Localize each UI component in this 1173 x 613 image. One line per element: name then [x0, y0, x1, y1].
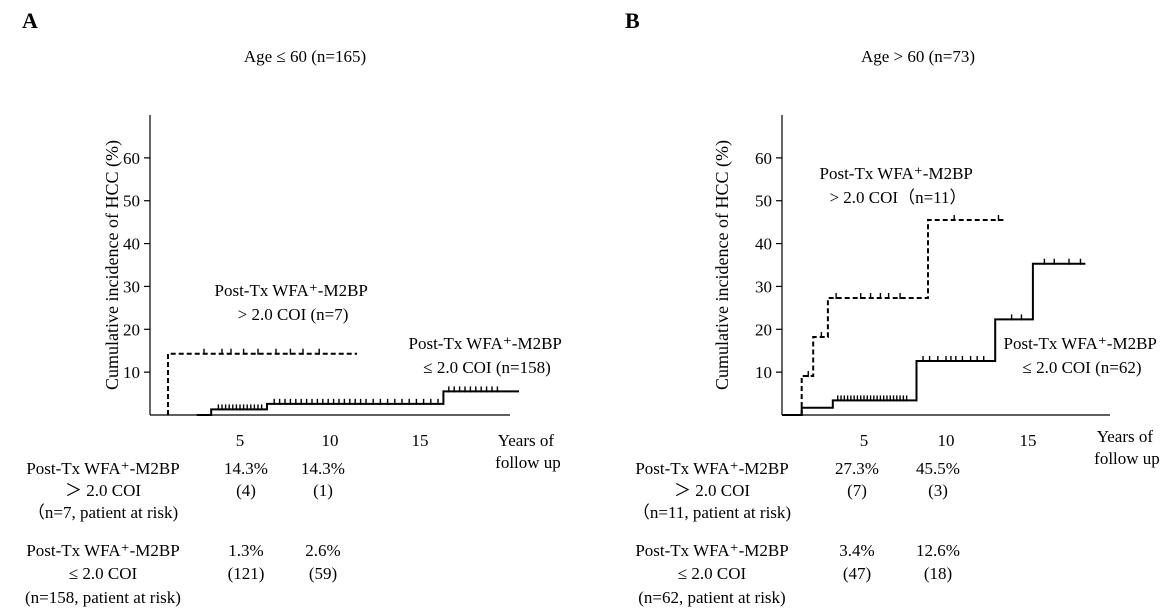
- panel-a-y-axis-label: Cumulative incidence of HCC (%): [102, 140, 123, 390]
- panel-a-title: Age ≤ 60 (n=165): [244, 47, 366, 66]
- panel-b-row-2-at-risk-1: (47): [843, 564, 871, 583]
- panel-a: A Age ≤ 60 (n=165) Cumulative incidence …: [22, 8, 566, 607]
- panel-b-y-tick-label: 30: [755, 277, 772, 296]
- panel-b-row-2-label-3: (n=62, patient at risk): [638, 588, 785, 607]
- panel-b-y-tick-label: 20: [755, 320, 772, 339]
- panel-b-series-1-curve: [800, 219, 1004, 415]
- panel-b-row-2-label-1: Post-Tx WFA⁺-M2BP: [635, 541, 788, 560]
- panel-b-y-tick-label: 10: [755, 363, 772, 382]
- panel-a-x-axis-label: Years of follow up: [495, 431, 561, 472]
- panel-a-row-2-percent-2: 2.6%: [305, 541, 340, 560]
- panel-a-row-1-label-2: ＞ 2.0 COI: [65, 481, 141, 500]
- panel-b-row-1-label-3: （n=11, patient at risk): [633, 503, 791, 522]
- panel-b-row-2-percent-2: 12.6%: [916, 541, 960, 560]
- panel-a-x-tick-label: 5: [236, 431, 245, 450]
- panel-a-x-tick-label: 15: [412, 431, 429, 450]
- panel-a-letter: A: [22, 8, 38, 33]
- panel-a-x-tick-label: 10: [322, 431, 339, 450]
- panel-b-row-2-percent-1: 3.4%: [839, 541, 874, 560]
- panel-b-series-2-label: Post-Tx WFA⁺-M2BP ≤ 2.0 COI (n=62): [1004, 334, 1161, 377]
- panel-b-row-1-percent-2: 45.5%: [916, 459, 960, 478]
- panel-a-x-axis-label-line2: follow up: [495, 453, 561, 472]
- panel-b-x-tick-label: 10: [938, 431, 955, 450]
- panel-a-row-1-percent-1: 14.3%: [224, 459, 268, 478]
- panel-b-series-2-label-line2: ≤ 2.0 COI (n=62): [1022, 358, 1141, 377]
- panel-b-y-axis-label: Cumulative incidence of HCC (%): [712, 140, 733, 390]
- panel-a-y-tick-label: 30: [123, 277, 140, 296]
- panel-a-row-2-label-1: Post-Tx WFA⁺-M2BP: [26, 541, 179, 560]
- panel-a-x-axis-label-line1: Years of: [498, 431, 555, 450]
- panel-a-row-1-at-risk-1: (4): [236, 481, 256, 500]
- panel-b-x-tick-label: 15: [1020, 431, 1037, 450]
- panel-b-at-risk-table: Post-Tx WFA⁺-M2BP ＞ 2.0 COI （n=11, patie…: [633, 459, 960, 607]
- panel-b-row-1-percent-1: 27.3%: [835, 459, 879, 478]
- panel-b-series-2-curve: [782, 262, 1086, 416]
- panel-a-row-2-label-2: ≤ 2.0 COI: [69, 564, 138, 583]
- panel-b-row-2-label-2: ≤ 2.0 COI: [678, 564, 747, 583]
- panel-b-series-1-label: Post-Tx WFA⁺-M2BP > 2.0 COI（n=11）: [820, 164, 977, 207]
- panel-a-row-2-at-risk-1: (121): [228, 564, 265, 583]
- panel-b-row-1-label-2: ＞ 2.0 COI: [674, 481, 750, 500]
- panel-a-series-2-label-line2: ≤ 2.0 COI (n=158): [423, 358, 551, 377]
- panel-a-row-1-percent-2: 14.3%: [301, 459, 345, 478]
- panel-a-row-2-label-3: (n=158, patient at risk): [25, 588, 181, 607]
- panel-b-x-axis-label-line1: Years of: [1097, 427, 1154, 446]
- panel-b-series-2-label-line1: Post-Tx WFA⁺-M2BP: [1004, 334, 1157, 353]
- panel-b-x-axis-label-line2: follow up: [1094, 449, 1160, 468]
- panel-a-y-tick-label: 20: [123, 320, 140, 339]
- panel-a-row-1-at-risk-2: (1): [313, 481, 333, 500]
- panel-a-y-tick-label: 60: [123, 149, 140, 168]
- panel-b-title: Age > 60 (n=73): [861, 47, 975, 66]
- panel-a-row-2-at-risk-2: (59): [309, 564, 337, 583]
- panel-b-ticks: 10 20 30 40 50 60 5 10 15: [755, 149, 1037, 450]
- panel-b-series-1-label-line2: > 2.0 COI（n=11）: [829, 188, 966, 207]
- panel-b-series-1-label-line1: Post-Tx WFA⁺-M2BP: [820, 164, 973, 183]
- panel-b: B Age > 60 (n=73) Cumulative incidence o…: [625, 8, 1160, 607]
- panel-b-y-tick-label: 50: [755, 192, 772, 211]
- panel-b-x-tick-label: 5: [860, 431, 869, 450]
- panel-a-row-1-label-3: （n=7, patient at risk): [28, 503, 178, 522]
- panel-b-letter: B: [625, 8, 640, 33]
- panel-a-row-1-label-1: Post-Tx WFA⁺-M2BP: [26, 459, 179, 478]
- panel-a-at-risk-table: Post-Tx WFA⁺-M2BP ＞ 2.0 COI （n=7, patien…: [25, 459, 345, 607]
- panel-b-axes: [781, 115, 1110, 416]
- panel-b-y-tick-label: 60: [755, 149, 772, 168]
- panel-b-row-2-at-risk-2: (18): [924, 564, 952, 583]
- panel-a-series-2-label: Post-Tx WFA⁺-M2BP ≤ 2.0 COI (n=158): [409, 334, 566, 377]
- panel-a-ticks: 10 20 30 40 50 60 5 10 15: [123, 149, 429, 450]
- panel-b-row-1-at-risk-2: (3): [928, 481, 948, 500]
- panel-a-series-1-curve: [167, 352, 357, 415]
- panel-a-series-1-label: Post-Tx WFA⁺-M2BP > 2.0 COI (n=7): [215, 281, 372, 324]
- panel-a-series: [167, 348, 519, 416]
- panel-b-row-1-label-1: Post-Tx WFA⁺-M2BP: [635, 459, 788, 478]
- panel-a-series-1-label-line2: > 2.0 COI (n=7): [238, 305, 349, 324]
- panel-a-series-2-curve: [196, 390, 519, 416]
- panel-a-y-tick-label: 10: [123, 363, 140, 382]
- panel-a-row-2-percent-1: 1.3%: [228, 541, 263, 560]
- panel-a-y-tick-label: 40: [123, 235, 140, 254]
- panel-b-y-tick-label: 40: [755, 235, 772, 254]
- panel-a-series-1-label-line1: Post-Tx WFA⁺-M2BP: [215, 281, 368, 300]
- panel-a-y-tick-label: 50: [123, 192, 140, 211]
- panel-a-series-2-label-line1: Post-Tx WFA⁺-M2BP: [409, 334, 562, 353]
- panel-b-x-axis-label: Years of follow up: [1094, 427, 1160, 468]
- panel-b-series: [782, 215, 1086, 416]
- panel-b-row-1-at-risk-1: (7): [847, 481, 867, 500]
